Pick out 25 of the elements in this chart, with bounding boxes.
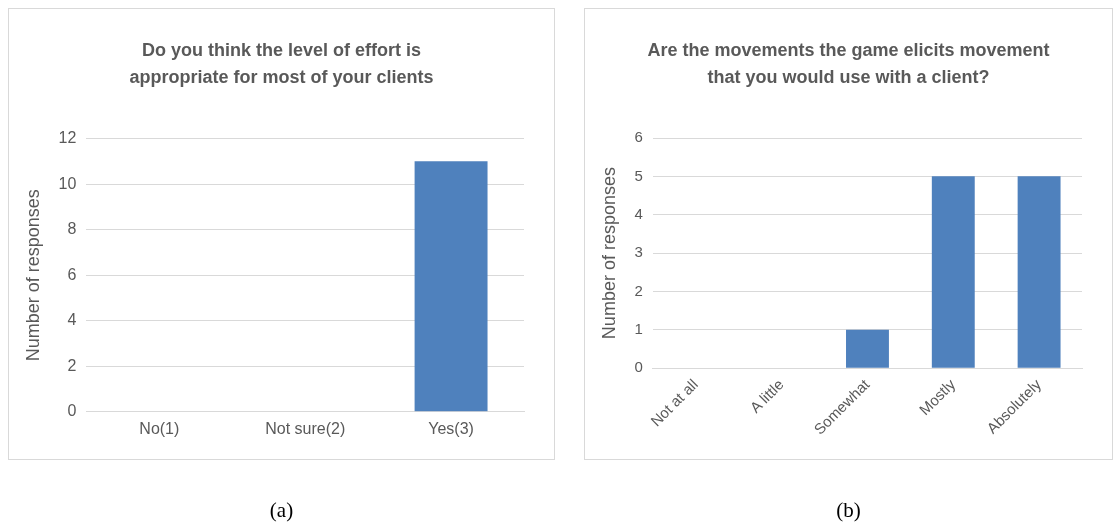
y-tick-label: 12	[58, 129, 77, 147]
text: (a)	[269, 498, 294, 523]
y-tick-label: 3	[634, 243, 643, 261]
y-tick-label: 6	[634, 128, 643, 146]
x-tick-label: Yes(3)	[428, 419, 474, 437]
y-axis-title: Number of responses	[22, 189, 43, 362]
x-tick-label: A little	[746, 375, 787, 416]
y-tick-label: 2	[634, 281, 643, 299]
x-tick-label: Not at all	[647, 375, 701, 430]
y-axis-title: Number of responses	[598, 167, 619, 340]
y-tick-label: 6	[67, 265, 77, 283]
y-tick-label: 2	[67, 356, 77, 374]
y-tick-label: 0	[634, 358, 643, 376]
y-tick-label: 4	[67, 311, 77, 329]
chart-title: Are the movements the game elicits movement that you would use with a client?	[646, 39, 1051, 89]
y-tick-label: 4	[634, 204, 643, 222]
y-tick-label: 0	[67, 402, 77, 420]
x-tick-label: No(1)	[139, 419, 180, 437]
chart-title: Do you think the level of effort is appropriate for most of your clients	[128, 39, 435, 89]
y-tick-label: 10	[58, 174, 77, 192]
y-tick-label: 1	[634, 319, 643, 337]
y-tick-label: 8	[67, 220, 77, 238]
x-tick-label: Not sure(2)	[265, 419, 346, 437]
y-tick-label: 5	[634, 166, 643, 184]
text: (b)	[836, 498, 861, 523]
